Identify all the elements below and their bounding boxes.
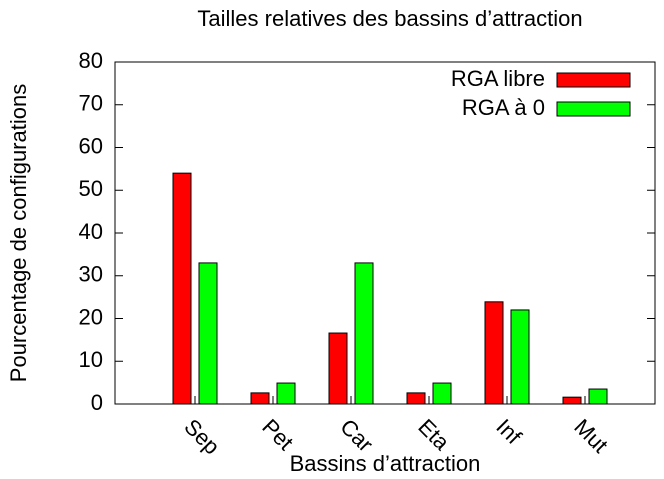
bar — [484, 301, 504, 405]
bar — [432, 382, 452, 405]
y-tick-label: 80 — [79, 48, 103, 73]
bar — [588, 388, 608, 405]
x-tick-label: Pet — [257, 414, 298, 455]
bar — [406, 392, 426, 405]
legend-label: RGA libre — [451, 66, 545, 91]
y-tick-label: 30 — [79, 262, 103, 287]
y-tick-label: 60 — [79, 133, 103, 158]
x-tick-label: Inf — [491, 414, 527, 450]
legend-swatch — [556, 101, 631, 117]
bar — [198, 262, 218, 405]
x-axis-label: Bassins d’attraction — [290, 451, 481, 476]
bar — [354, 262, 374, 405]
y-tick-label: 0 — [91, 390, 103, 415]
y-tick-label: 50 — [79, 176, 103, 201]
chart-title: Tailles relatives des bassins d’attracti… — [197, 6, 582, 31]
y-tick-label: 70 — [79, 91, 103, 116]
bar — [562, 396, 582, 405]
bar — [250, 392, 270, 405]
x-tick-label: Sep — [179, 414, 224, 459]
x-tick-label: Eta — [413, 414, 455, 456]
bar — [328, 332, 348, 405]
bar — [172, 172, 192, 405]
legend-swatch — [556, 72, 631, 88]
x-tick-label: Mut — [569, 414, 613, 458]
bar — [276, 382, 296, 405]
bar — [510, 309, 530, 405]
y-tick-label: 20 — [79, 304, 103, 329]
y-axis-label: Pourcentage de configurations — [6, 84, 31, 382]
y-tick-label: 10 — [79, 347, 103, 372]
legend-label: RGA à 0 — [462, 95, 545, 120]
y-tick-label: 40 — [79, 219, 103, 244]
